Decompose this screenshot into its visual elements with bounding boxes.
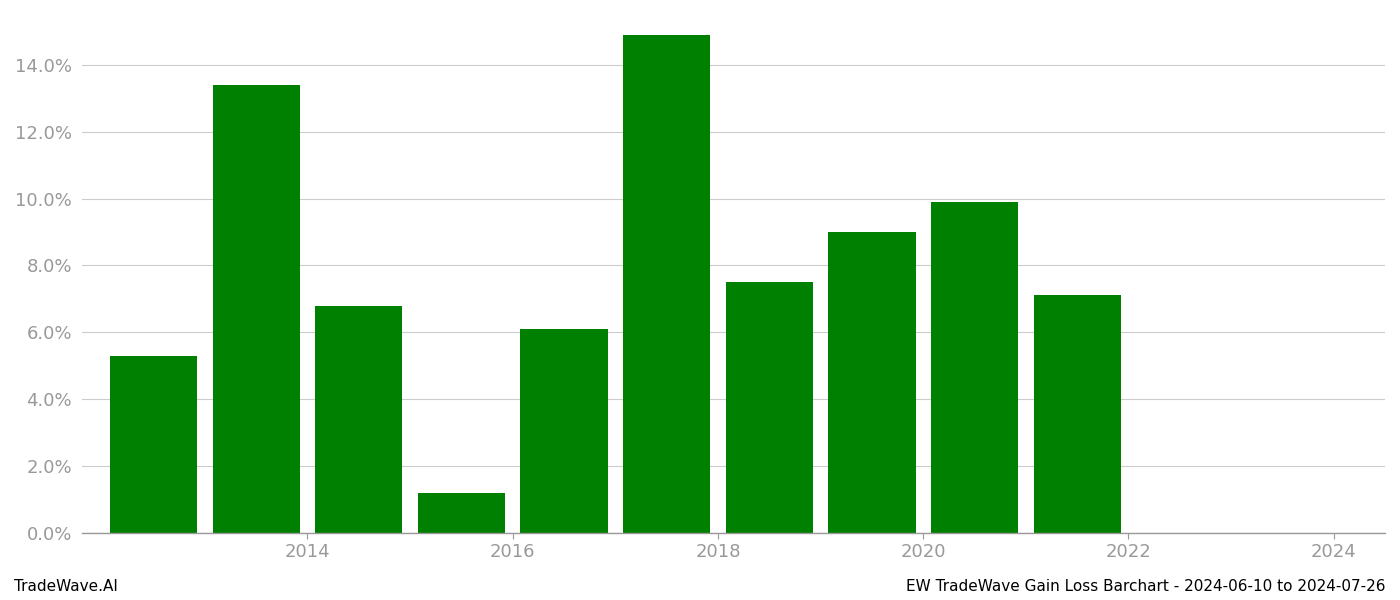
Bar	[111, 356, 197, 533]
Bar	[417, 493, 505, 533]
Text: EW TradeWave Gain Loss Barchart - 2024-06-10 to 2024-07-26: EW TradeWave Gain Loss Barchart - 2024-0…	[907, 579, 1386, 594]
Bar	[829, 232, 916, 533]
Bar	[521, 329, 608, 533]
Bar	[931, 202, 1018, 533]
Bar	[315, 305, 402, 533]
Bar	[213, 85, 300, 533]
Bar	[1033, 295, 1121, 533]
Bar	[623, 35, 710, 533]
Bar	[725, 282, 813, 533]
Text: TradeWave.AI: TradeWave.AI	[14, 579, 118, 594]
